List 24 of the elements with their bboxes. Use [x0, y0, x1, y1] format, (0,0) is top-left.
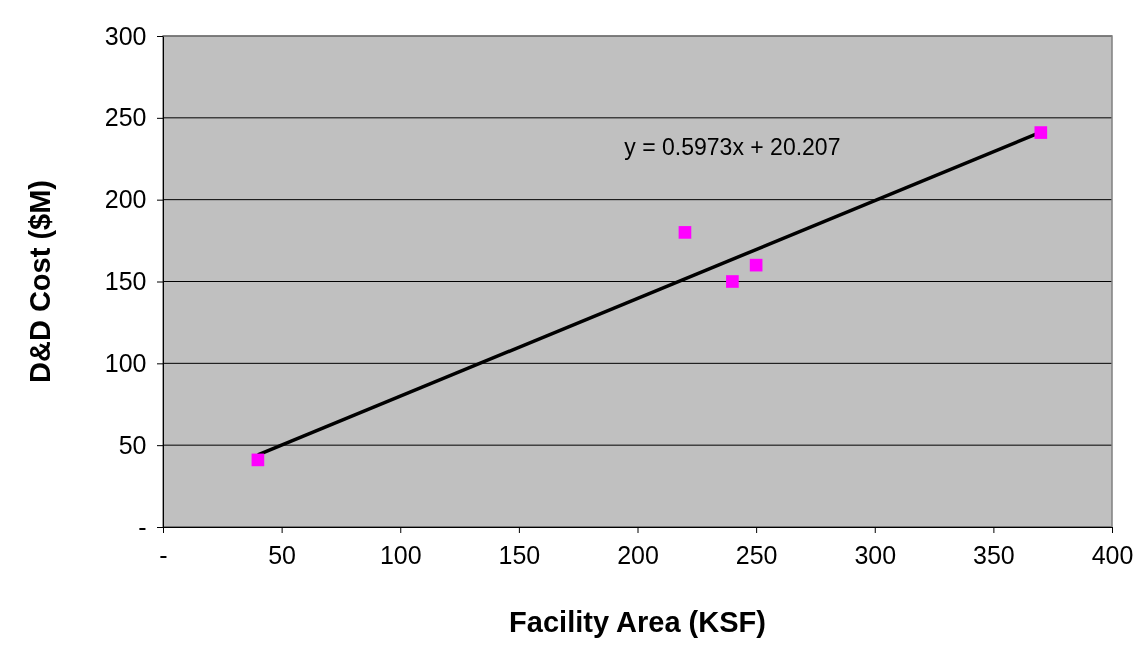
- y-tick-label: 50: [118, 430, 147, 459]
- x-tick-label: 200: [617, 540, 659, 569]
- annotation: y = 0.5973x + 20.207: [624, 134, 841, 161]
- point: [1034, 126, 1048, 139]
- point: [726, 275, 739, 288]
- x-tick-label: 150: [498, 540, 541, 569]
- x-tick-label: 50: [268, 540, 297, 569]
- x-tick-label: 100: [379, 540, 422, 569]
- point: [678, 226, 692, 239]
- point: [251, 453, 265, 467]
- x-tick-label: 400: [1091, 540, 1134, 569]
- y-tick-label: 200: [104, 185, 147, 214]
- y-tick-label: -: [138, 512, 147, 541]
- y-tick-label: 300: [104, 21, 147, 50]
- x-axis-title: Facility Area (KSF): [509, 606, 766, 638]
- point: [749, 258, 763, 272]
- x-tick-label: 250: [735, 540, 778, 569]
- y-tick-label: 250: [104, 103, 147, 132]
- y-tick-label: 100: [104, 348, 147, 377]
- x-tick-label: 350: [973, 540, 1015, 569]
- y-axis-title: D&D Cost ($M): [24, 180, 56, 383]
- x-tick-label: -: [159, 540, 168, 569]
- x-tick-label: 300: [854, 540, 897, 569]
- y-tick-label: 150: [104, 267, 147, 295]
